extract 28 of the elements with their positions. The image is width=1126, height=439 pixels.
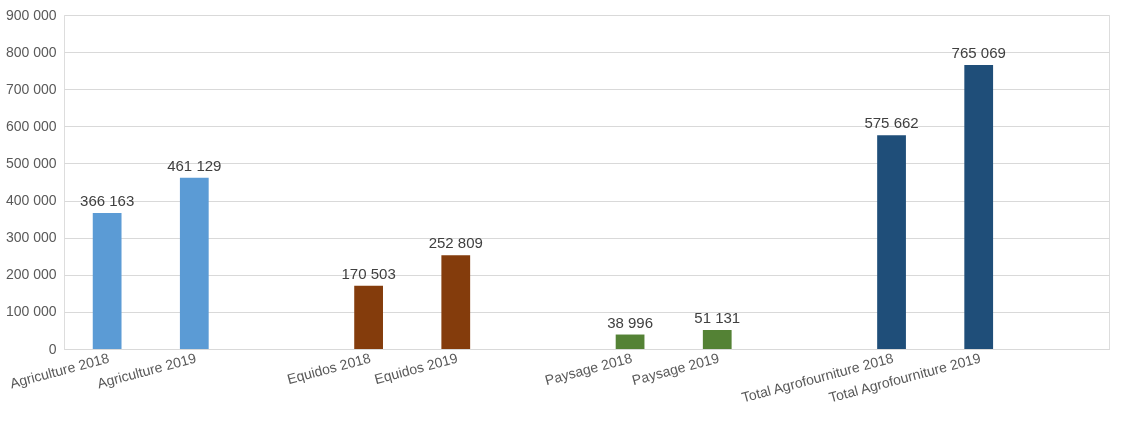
y-tick-label: 300 000 [5,229,57,246]
data-label: 575 662 [864,114,919,132]
y-tick-label: 100 000 [5,303,57,320]
bar [877,135,906,349]
bar [92,213,122,349]
bar [354,285,383,349]
bar [615,334,645,349]
y-tick-label: 500 000 [5,154,57,171]
y-tick-label: 800 000 [5,43,57,60]
x-tick-label: Equidos 2018 [285,349,373,388]
y-tick-label: 600 000 [5,117,57,134]
data-label: 51 131 [694,309,741,327]
data-label: 170 503 [341,264,396,282]
bar [179,177,209,349]
x-tick-label: Equidos 2019 [372,349,460,388]
y-tick-label: 0 [48,340,57,357]
data-label: 252 809 [428,234,483,252]
y-tick-label: 700 000 [5,80,57,97]
y-tick-label: 400 000 [5,192,57,209]
data-label: 38 996 [607,313,654,331]
bar [702,330,732,349]
data-label: 765 069 [951,44,1006,62]
data-label: 366 163 [80,192,135,210]
bar [964,65,994,349]
y-tick-label: 900 000 [5,6,57,23]
data-label: 461 129 [167,156,222,174]
bar [441,255,471,349]
y-tick-label: 200 000 [5,266,57,283]
